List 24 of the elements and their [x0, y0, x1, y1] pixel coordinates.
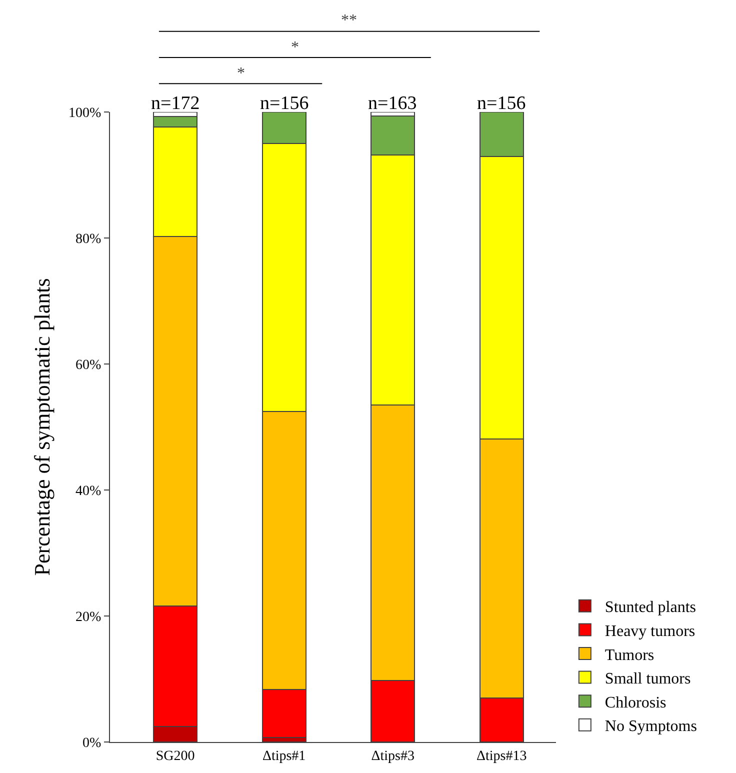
legend-label: Chlorosis	[604, 694, 666, 712]
legend-label: Stunted plants	[604, 599, 696, 616]
x-tick-label: Δtips#3	[371, 748, 414, 764]
y-tick-label: 80%	[76, 232, 102, 247]
text: **	[341, 12, 357, 29]
x-tick-label: Δtips#13	[476, 748, 527, 764]
y-axis-title: Percentage of symptomatic plants	[29, 278, 54, 576]
x-tick-label: Δtips#1	[262, 748, 306, 764]
legend-label: Tumors	[604, 646, 654, 664]
annotation: n=172	[151, 93, 200, 114]
annotation: n=156	[260, 93, 309, 114]
annotation: n=163	[368, 93, 417, 114]
y-tick-label: 60%	[76, 358, 102, 373]
text: *	[237, 65, 245, 82]
legend-label: Small tumors	[604, 670, 691, 688]
legend-label: No Symptoms	[604, 718, 697, 736]
y-tick-label: 100%	[68, 106, 102, 121]
y-tick-label: 40%	[76, 484, 102, 499]
text: *	[291, 39, 299, 56]
legend-label: Heavy tumors	[604, 622, 696, 640]
y-tick-label: 20%	[76, 610, 102, 625]
annotation: n=156	[477, 93, 526, 114]
y-tick-label: 0%	[82, 736, 102, 751]
x-tick-label: SG200	[156, 748, 195, 764]
